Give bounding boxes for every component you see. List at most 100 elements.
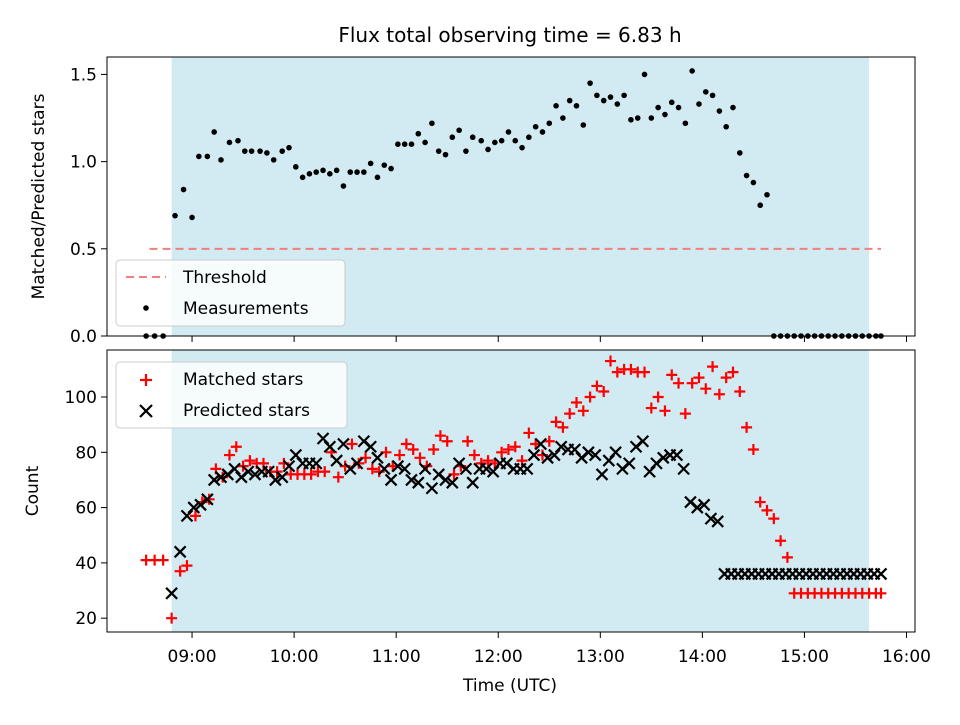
legend-measurements-label: Measurements xyxy=(183,299,309,319)
measurement-point xyxy=(560,115,566,121)
predicted-star-point xyxy=(459,462,473,476)
measurement-point xyxy=(257,148,263,154)
predicted-star-point xyxy=(364,440,377,454)
measurement-point xyxy=(442,151,449,158)
predicted-star-point xyxy=(534,437,548,451)
measurement-point xyxy=(764,191,770,198)
measurement-point xyxy=(172,212,178,219)
matched-star-point xyxy=(407,444,419,456)
predicted-stars-series xyxy=(165,432,888,600)
matched-star-point xyxy=(468,449,480,461)
measurement-point xyxy=(235,137,241,144)
predicted-star-point xyxy=(439,473,452,487)
ratio-legend: Threshold Measurements xyxy=(115,259,346,327)
predicted-star-point xyxy=(656,451,670,465)
matched-star-point xyxy=(611,366,623,378)
measurement-point xyxy=(340,183,347,189)
measurement-point xyxy=(662,111,668,118)
measurement-point xyxy=(519,144,525,151)
matched-star-point xyxy=(550,416,562,428)
matched-star-point xyxy=(244,455,256,467)
measurement-point xyxy=(682,120,689,127)
matched-star-point xyxy=(659,405,671,417)
measurement-point xyxy=(628,116,634,123)
measurement-point xyxy=(306,171,313,177)
measurement-point xyxy=(709,92,716,99)
measurement-point xyxy=(241,148,248,154)
chart-title: Flux total observing time = 6.83 h xyxy=(338,23,681,47)
measurement-point xyxy=(594,92,600,99)
predicted-star-point xyxy=(309,457,323,470)
measurement-point xyxy=(641,71,648,78)
measurement-point xyxy=(689,68,695,74)
legend-threshold-label: Threshold xyxy=(182,268,267,288)
predicted-star-point xyxy=(670,448,684,462)
legend-measurements-swatch xyxy=(143,305,149,311)
predicted-star-point xyxy=(582,446,595,459)
measurement-point xyxy=(408,141,415,147)
matched-star-point xyxy=(366,463,378,475)
measurement-point xyxy=(456,127,462,134)
matched-star-point xyxy=(181,560,193,572)
measurement-point xyxy=(189,214,195,221)
legend-predicted-swatch xyxy=(139,404,153,418)
count-legend: Matched stars Predicted stars xyxy=(115,361,348,429)
matched-star-point xyxy=(305,468,317,480)
predicted-star-point xyxy=(282,459,296,473)
predicted-star-point xyxy=(677,462,690,476)
matched-star-point xyxy=(768,513,780,525)
measurement-point xyxy=(347,169,354,175)
measurement-point xyxy=(270,157,277,163)
predicted-star-point xyxy=(371,451,384,465)
predicted-star-point xyxy=(214,470,228,484)
matched-star-point xyxy=(781,551,793,563)
measurement-point xyxy=(750,179,757,186)
y-tick-label: 80 xyxy=(75,443,97,463)
measurement-point xyxy=(327,171,333,177)
matched-star-point xyxy=(775,535,787,547)
predicted-star-point xyxy=(588,448,602,462)
y-tick-label: 0.5 xyxy=(70,240,97,260)
measurement-point xyxy=(512,137,519,144)
ratio-panel: 0.0 0.5 1.0 1.5 Matched/Predicted stars Thr… xyxy=(29,56,916,347)
ratio-panel-frame xyxy=(106,56,916,337)
measurement-point xyxy=(743,172,750,179)
measurement-point xyxy=(600,97,607,104)
matched-star-point xyxy=(230,441,242,453)
predicted-star-point xyxy=(187,501,201,514)
matched-star-point xyxy=(693,372,705,384)
matched-star-point xyxy=(577,405,589,417)
measurement-point xyxy=(395,141,401,147)
matched-star-point xyxy=(666,369,678,381)
x-tick-label: 13:00 xyxy=(576,647,625,667)
count-y-ticks: 20 40 60 80 100 xyxy=(65,388,107,629)
x-tick-label: 12:00 xyxy=(474,647,523,667)
measurement-point xyxy=(607,94,614,100)
measurement-point xyxy=(279,148,286,154)
predicted-star-point xyxy=(690,501,704,514)
matched-star-point xyxy=(462,435,474,447)
measurement-point xyxy=(449,134,456,141)
y-tick-label: 1.5 xyxy=(70,65,97,85)
matched-star-point xyxy=(625,363,637,375)
predicted-star-point xyxy=(384,473,398,487)
matched-star-point xyxy=(346,438,358,450)
matched-star-point xyxy=(174,565,186,577)
matched-star-point xyxy=(319,466,331,478)
matched-star-point xyxy=(496,446,508,458)
measurement-point xyxy=(573,103,580,109)
measurement-point xyxy=(264,150,270,156)
predicted-star-point xyxy=(241,465,255,478)
predicted-star-point xyxy=(704,512,718,525)
predicted-star-point xyxy=(398,462,411,476)
matched-star-point xyxy=(509,441,521,453)
measurement-point xyxy=(668,99,675,106)
measurement-point xyxy=(248,148,255,154)
predicted-star-point xyxy=(405,473,418,487)
matched-star-point xyxy=(189,510,201,522)
measurements-series xyxy=(143,68,884,339)
measurement-point xyxy=(546,120,553,127)
measurement-point xyxy=(723,123,729,130)
predicted-star-point xyxy=(554,440,568,454)
